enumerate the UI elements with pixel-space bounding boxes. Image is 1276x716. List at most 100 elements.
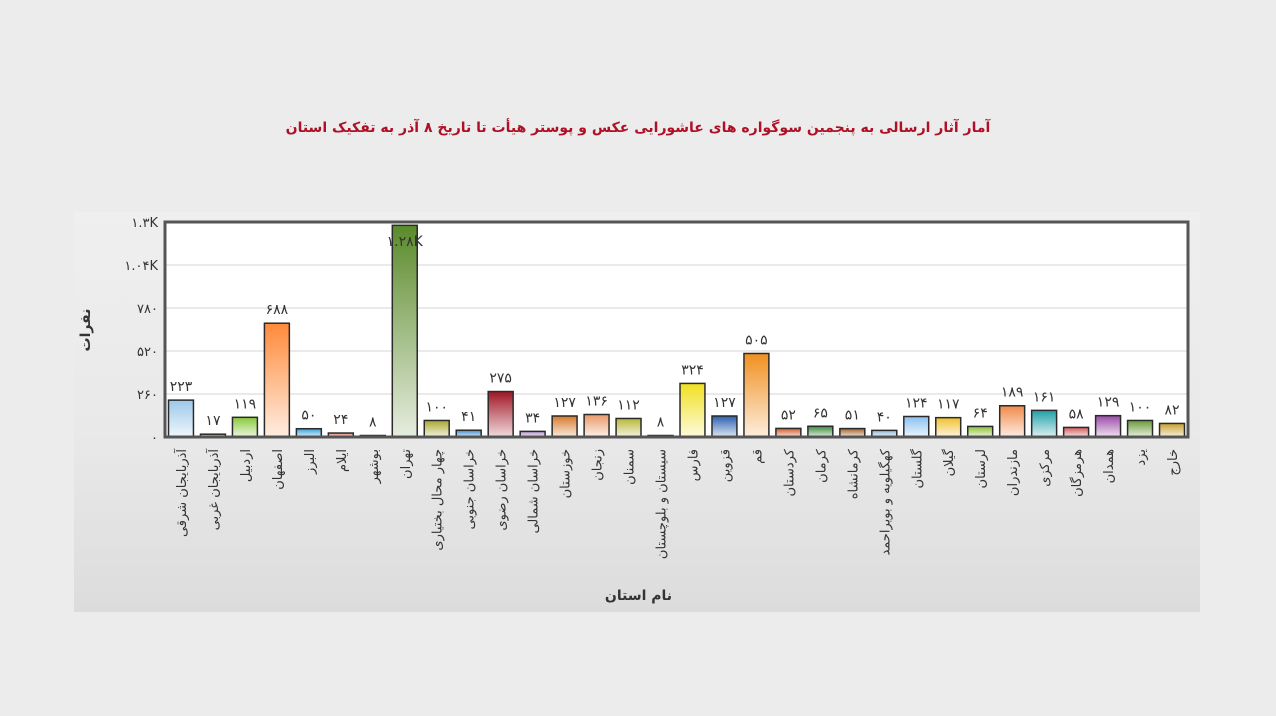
category-label: سمنان — [623, 449, 638, 485]
category-label: آذربایجان غربی — [205, 448, 222, 531]
bar-value-label: ۳۴ — [525, 410, 540, 426]
plot-frame — [163, 220, 1190, 439]
bar-value-label: ۶۴ — [973, 405, 988, 421]
category-label: ایلام — [335, 449, 350, 472]
bar-value-label: ۱۱۷ — [937, 397, 960, 413]
bar-value-label: ۱۱۲ — [617, 397, 640, 413]
bar-value-label: ۳۲۴ — [681, 362, 704, 378]
y-tick-label: ۰ — [151, 431, 158, 446]
bar — [807, 425, 834, 438]
bar — [167, 399, 195, 438]
bar-value-label: ۱۱۹ — [234, 396, 257, 412]
bar — [711, 415, 738, 438]
bar-value-label: ۱۲۹ — [1097, 395, 1120, 411]
bars — [167, 224, 1186, 438]
category-label: گیلان — [941, 448, 957, 476]
bar-value-label: ۱۰۰ — [425, 399, 448, 415]
x-axis-title: نام استان — [605, 588, 672, 604]
category-label: آذربایجان شرقی — [173, 448, 190, 537]
gridlines — [165, 264, 1188, 395]
y-axis-title: نفرات — [78, 309, 94, 352]
bar-value-label: ۶۸۸ — [266, 302, 289, 318]
category-label: بوشهر — [367, 449, 382, 484]
bar-value-label: ۱۲۷ — [553, 395, 576, 411]
bar-value-label: ۶۵ — [813, 405, 828, 421]
category-label: یزد — [1134, 449, 1149, 466]
bar-value-label: ۱۰۰ — [1129, 399, 1152, 415]
bar — [966, 425, 994, 438]
bar-value-label: ۴۱ — [461, 409, 476, 425]
bar — [1158, 422, 1186, 438]
bar-value-label: ۲۲۳ — [170, 379, 193, 395]
bar-value-label: ۸ — [657, 415, 665, 431]
category-label: فارس — [686, 449, 701, 481]
category-label: خوزستان — [559, 449, 574, 498]
category-label: خراسان رضوی — [495, 449, 510, 531]
bar-value-label: ۱.۲۸K — [387, 234, 424, 250]
y-tick-label: ۱.۳K — [131, 216, 158, 231]
category-label: خراسان شمالی — [527, 449, 542, 534]
category-label: قزوین — [718, 449, 733, 482]
category-label: گلستان — [909, 448, 925, 488]
bar-value-label: ۵۲ — [781, 407, 796, 423]
bar — [423, 419, 450, 438]
category-label: کردستان — [782, 448, 797, 496]
y-axis-ticks: ۰ ۲۶۰ ۵۲۰ ۷۸۰ ۱.۰۴K ۱.۳K — [124, 216, 158, 446]
bar-value-label: ۵۰ — [301, 408, 316, 424]
bar — [679, 382, 706, 438]
data-labels: ۲۲۳ ۱۷ ۱۱۹ ۶۸۸ ۵۰ ۲۴ ۸ ۱.۲۸K ۱۰۰ ۴۱ ۲۷۵ ۳۴ ۱۲۷ ۱۳۶ ۱۱۲… — [170, 234, 1180, 431]
bar-value-label: ۸ — [369, 415, 377, 431]
bar-value-label: ۱۶۱ — [1033, 389, 1056, 405]
y-tick-label: ۲۶۰ — [137, 388, 158, 403]
category-label: مازندران — [1006, 449, 1021, 496]
category-label: هرمزگان — [1069, 449, 1085, 497]
category-label: همدان — [1102, 449, 1117, 483]
category-label: تهران — [399, 449, 414, 479]
bar — [583, 413, 610, 438]
bar — [391, 224, 418, 438]
bar — [1094, 414, 1122, 438]
bar — [1126, 419, 1154, 438]
bar-value-label: ۵۰۵ — [745, 332, 768, 348]
bar — [935, 416, 962, 438]
category-label: اردبیل — [239, 449, 254, 482]
bar — [1030, 409, 1058, 438]
bar-value-label: ۵۱ — [845, 408, 860, 424]
bar-value-label: ۱۲۴ — [905, 395, 928, 411]
bar — [998, 404, 1026, 438]
plot-area — [165, 222, 1188, 437]
category-label: کهگیلویه و بویراحمد — [877, 448, 893, 555]
category-label: کرمانشاه — [846, 448, 861, 499]
bar — [615, 417, 642, 438]
bar-value-label: ۱۷ — [205, 413, 221, 429]
category-label: خارج — [1166, 449, 1181, 476]
y-tick-label: ۷۸۰ — [137, 302, 158, 317]
x-axis-categories: آذربایجان شرقی آذربایجان غربی اردبیل اصفهان… — [173, 448, 1181, 559]
y-tick-label: ۱.۰۴K — [124, 259, 158, 274]
bar-value-label: ۲۷۵ — [489, 371, 512, 387]
category-label: لرستان — [974, 449, 989, 488]
chart-title: آمار آثار ارسالی به پنجمین سوگواره های ع… — [285, 120, 991, 136]
bar-value-label: ۱۸۹ — [1001, 385, 1024, 401]
bar-value-label: ۸۲ — [1164, 402, 1179, 418]
bar — [903, 415, 930, 438]
category-label: خراسان جنوبی — [463, 449, 478, 529]
bar — [487, 390, 514, 438]
bar-value-label: ۱۲۷ — [713, 395, 736, 411]
bar-value-label: ۱۳۶ — [585, 394, 608, 410]
category-label: سیستان و بلوچستان — [655, 449, 670, 559]
category-label: اصفهان — [271, 449, 286, 490]
category-label: زنجان — [591, 449, 606, 481]
bar-value-label: ۵۸ — [1069, 406, 1085, 422]
category-label: چهار محال بختیاری — [431, 449, 446, 551]
bar — [231, 416, 259, 438]
category-label: کرمان — [814, 448, 829, 483]
bar — [263, 322, 291, 438]
bar — [551, 415, 578, 438]
category-label: البرز — [303, 449, 318, 475]
category-label: مرکزی — [1038, 449, 1053, 487]
y-tick-label: ۵۲۰ — [137, 345, 158, 360]
bar-value-label: ۴۰ — [877, 409, 892, 425]
bar — [743, 352, 770, 438]
